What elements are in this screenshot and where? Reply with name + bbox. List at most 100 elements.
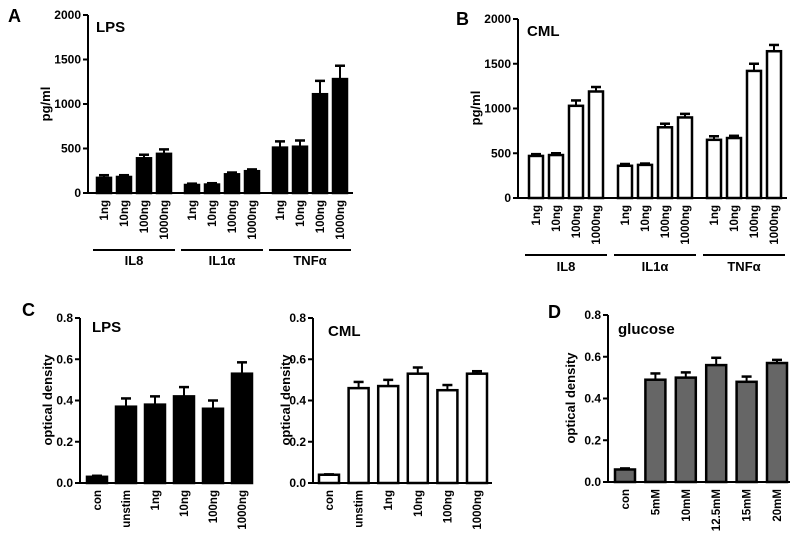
y-tick-label: 0.0 xyxy=(289,476,306,490)
bar xyxy=(172,395,196,485)
y-tick-label: 0.4 xyxy=(584,392,601,406)
x-tick-label: 100ng xyxy=(139,200,151,233)
x-tick-label: 100ng xyxy=(315,200,327,233)
x-tick-label: 1000ng xyxy=(769,205,781,245)
bar xyxy=(114,405,138,485)
chart-title: LPS xyxy=(92,319,121,336)
x-tick-label: 1ng xyxy=(383,490,395,510)
x-tick-label: 100ng xyxy=(208,490,220,523)
y-tick-label: 0.2 xyxy=(56,435,73,449)
y-tick-label: 2000 xyxy=(484,12,511,26)
bar xyxy=(547,153,565,200)
bar xyxy=(676,116,694,200)
y-axis-label: optical density xyxy=(278,354,293,446)
bar xyxy=(85,475,109,485)
y-tick-label: 500 xyxy=(61,142,81,156)
bar xyxy=(183,183,201,195)
x-tick-label: unstim xyxy=(354,490,366,528)
bar xyxy=(376,384,400,485)
y-tick-label: 0.2 xyxy=(584,433,601,447)
bar xyxy=(567,104,585,200)
x-tick-label: 1000ng xyxy=(335,200,347,240)
bar xyxy=(656,126,674,200)
y-tick-label: 1500 xyxy=(54,53,81,67)
bar xyxy=(347,386,370,485)
y-tick-label: 0.8 xyxy=(289,311,306,325)
chart-c1: C LPS optical density 0.0 0.2 0.4 0.6 0.8 con uns… xyxy=(22,300,254,530)
bar xyxy=(230,372,254,485)
y-tick-label: 0.0 xyxy=(56,476,73,490)
bar xyxy=(765,361,789,484)
chart-title: glucose xyxy=(618,321,675,338)
group-label: TNFα xyxy=(293,253,326,268)
bar xyxy=(465,372,489,485)
x-tick-label: 1ng xyxy=(531,205,543,225)
y-tick-label: 0.4 xyxy=(56,394,73,408)
x-tick-label: 1ng xyxy=(99,200,111,220)
y-tick-label: 2000 xyxy=(54,8,81,22)
bar xyxy=(115,175,133,195)
y-tick-label: 0.2 xyxy=(289,435,306,449)
x-tick-label: 1ng xyxy=(275,200,287,220)
x-tick-label: 100ng xyxy=(227,200,239,233)
x-tick-label: 100ng xyxy=(660,205,672,238)
x-tick-label: 1ng xyxy=(709,205,721,225)
bar xyxy=(674,376,698,484)
y-tick-label: 0.8 xyxy=(56,311,73,325)
x-tick-label: 1ng xyxy=(620,205,632,225)
bar xyxy=(203,183,221,195)
bar xyxy=(705,138,723,200)
bar xyxy=(311,92,329,195)
x-tick-label: 1000ng xyxy=(472,490,484,530)
x-tick-label: 10ng xyxy=(729,205,741,232)
bar xyxy=(291,145,309,195)
chart-b: B CML pg/ml 0 500 1000 1500 2000 1ng 10ng 100ng 100… xyxy=(456,9,787,274)
x-tick-label: con xyxy=(92,490,104,510)
y-tick-label: 0.6 xyxy=(289,352,306,366)
bar xyxy=(331,77,349,195)
group-label: IL1α xyxy=(642,259,669,274)
x-tick-label: 10ng xyxy=(295,200,307,227)
y-tick-label: 0.6 xyxy=(56,352,73,366)
x-tick-label: unstim xyxy=(121,490,133,528)
bar xyxy=(704,363,728,484)
bar xyxy=(636,163,654,200)
bar xyxy=(223,173,241,195)
y-axis-label: optical density xyxy=(563,352,578,444)
y-tick-label: 0.8 xyxy=(584,308,601,322)
x-tick-label: 10ng xyxy=(207,200,219,227)
x-tick-label: 1000ng xyxy=(247,200,259,240)
bar xyxy=(135,157,153,195)
bar xyxy=(143,403,167,485)
y-tick-label: 1500 xyxy=(484,57,511,71)
y-tick-label: 0.4 xyxy=(289,394,306,408)
bar xyxy=(735,380,758,484)
panel-label: D xyxy=(548,302,561,322)
x-tick-label: 12.5mM xyxy=(711,489,723,531)
x-tick-label: 20mM xyxy=(772,489,784,522)
chart-title: CML xyxy=(527,23,560,40)
x-tick-label: 1000ng xyxy=(680,205,692,245)
chart-title: CML xyxy=(328,323,361,340)
x-tick-label: 10ng xyxy=(179,490,191,517)
bar xyxy=(155,152,173,195)
y-tick-label: 0 xyxy=(504,191,511,205)
bar xyxy=(613,468,637,484)
x-tick-label: 100ng xyxy=(442,490,454,523)
y-axis-label: optical density xyxy=(40,354,55,446)
x-tick-label: 10ng xyxy=(119,200,131,227)
bar xyxy=(644,378,667,484)
bar xyxy=(765,49,783,200)
x-tick-label: 10ng xyxy=(640,205,652,232)
y-tick-label: 0.0 xyxy=(584,475,601,489)
x-tick-label: 10mM xyxy=(681,489,693,522)
bar xyxy=(271,146,289,195)
y-axis-label: pg/ml xyxy=(468,91,483,126)
bar xyxy=(745,69,763,200)
x-tick-label: 1000ng xyxy=(237,490,249,530)
y-axis-label: pg/ml xyxy=(38,87,53,122)
chart-a: A LPS pg/ml 0 500 1000 1500 2000 1ng 10ng 100ng 100… xyxy=(8,6,353,268)
y-tick-label: 500 xyxy=(491,146,511,160)
chart-title: LPS xyxy=(96,19,125,36)
